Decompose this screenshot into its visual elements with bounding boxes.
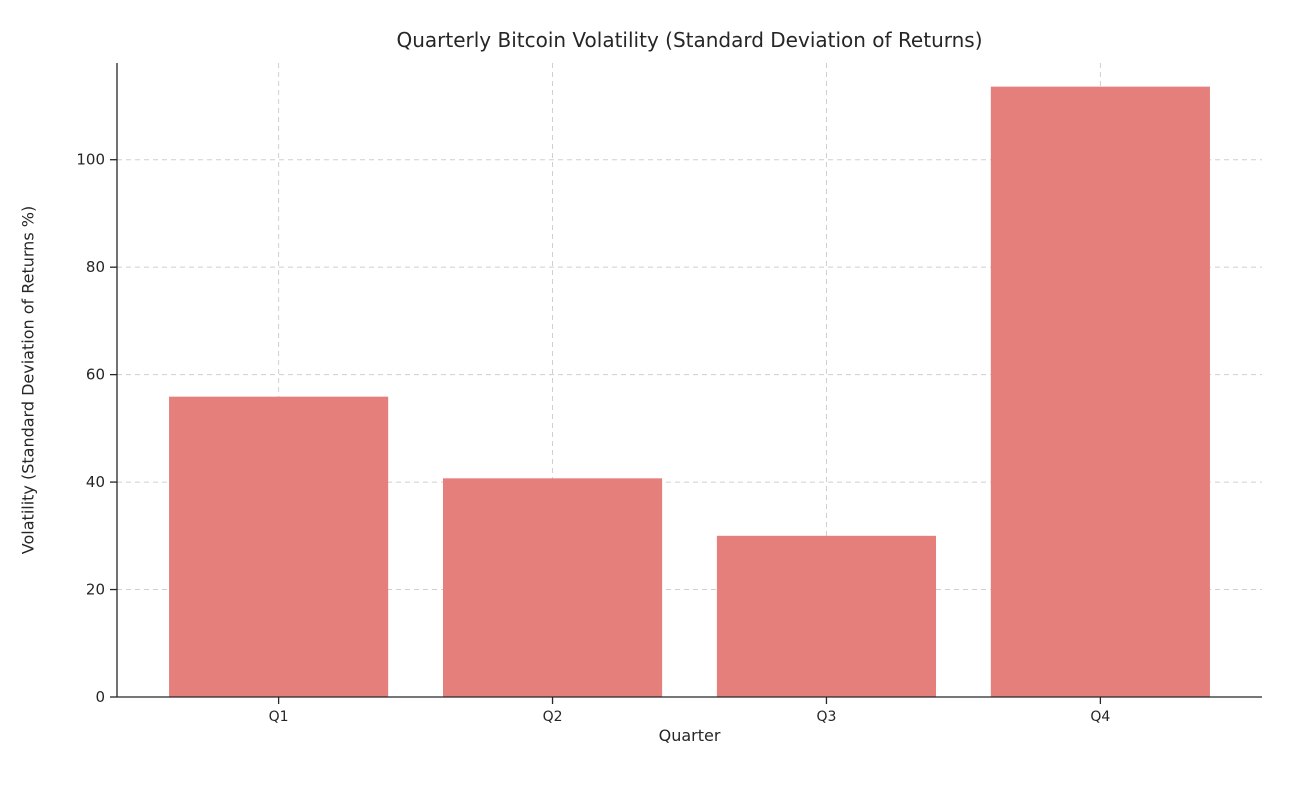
bar-Q3 (716, 535, 937, 697)
y-tick-label: 100 (76, 151, 105, 169)
bar-Q1 (169, 396, 389, 697)
y-axis-label: Volatility (Standard Deviation of Return… (18, 205, 38, 555)
x-axis-label: Quarter (658, 726, 721, 745)
x-tick-label: Q2 (543, 709, 563, 725)
y-tick-label: 20 (86, 581, 105, 599)
bar-Q2 (442, 478, 663, 697)
y-tick-label: 60 (86, 366, 105, 384)
y-tick-label: 40 (86, 473, 105, 491)
y-tick-label: 0 (95, 688, 105, 706)
x-tick-label: Q3 (816, 709, 836, 725)
y-tick-label: 80 (86, 258, 105, 276)
x-tick-label: Q4 (1090, 709, 1110, 725)
chart-title: Quarterly Bitcoin Volatility (Standard D… (396, 28, 983, 52)
x-tick-label: Q1 (269, 709, 289, 725)
bar-Q4 (990, 86, 1210, 697)
